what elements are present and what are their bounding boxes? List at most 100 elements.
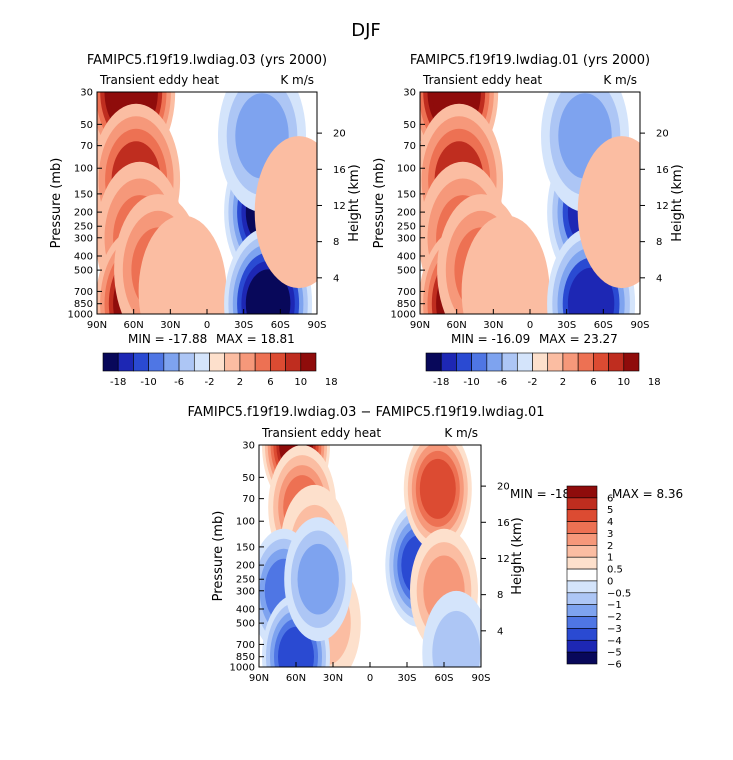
contour-blob [138,215,227,314]
x-axis-ticks: 90N 60N 30N 0 30S 60S 90S [87,309,327,331]
colorbar: -18 -10 -6 -2 2 6 10 18 [425,352,661,388]
x-tick-label: 60S [271,320,290,331]
colorbar-label: -6 [497,377,507,388]
right-tick-label: 16 [656,165,669,176]
x-tick-label: 90N [249,673,269,684]
contour-field [97,92,317,314]
panel-title: FAMIPC5.f19f19.lwdiag.01 (yrs 2000) [410,53,650,68]
y-tick-label: 700 [397,287,416,298]
x-tick-label: 60S [594,320,613,331]
colorbar-label: 2 [237,377,243,388]
x-tick-label: 90N [410,320,430,331]
right-tick-label: 20 [333,129,346,140]
panel-title: FAMIPC5.f19f19.lwdiag.03 (yrs 2000) [87,53,327,68]
colorbar-label: −3 [607,624,622,635]
x-tick-label: 60N [286,673,306,684]
max-label: MAX = 18.81 [216,332,295,346]
colorbar-swatch [566,545,598,558]
colorbar-swatch [471,352,488,372]
colorbar-label: -2 [528,377,538,388]
colorbar-label: 3 [607,529,613,540]
colorbar-swatch [133,352,149,372]
colorbar-swatch [623,352,640,372]
colorbar-swatch [486,352,503,372]
colorbar-label: 10 [294,377,307,388]
units-label: K m/s [603,73,637,87]
colorbar-swatch [593,352,609,372]
colorbar-swatch [456,352,472,372]
y-tick-label: 70 [403,141,416,152]
colorbar-swatch [193,352,210,372]
y-tick-label: 850 [397,299,416,310]
y-tick-label: 50 [242,473,255,484]
x-tick-label: 30N [483,320,503,331]
colorbar-swatch [148,352,165,372]
colorbar-label: 2 [560,377,566,388]
y-tick-label: 1000 [391,310,416,321]
panel-top-right: FAMIPC5.f19f19.lwdiag.01 (yrs 2000) Tran… [372,53,685,388]
right-axis-title: Height (km) [670,164,685,241]
right-tick-label: 8 [333,237,339,248]
y-tick-label: 1000 [230,663,255,674]
y-tick-label: 300 [74,233,93,244]
colorbar-swatch [117,352,134,372]
y-tick-label: 30 [80,88,93,99]
colorbar-swatch [224,352,241,372]
y-tick-label: 300 [397,233,416,244]
x-tick-label: 90S [630,320,649,331]
right-axis-ticks: 20 16 12 8 4 [317,129,346,284]
y-tick-label: 500 [74,266,93,277]
y-tick-label: 400 [74,251,93,262]
colorbar: -18 -10 -6 -2 2 6 10 18 [102,352,338,388]
x-tick-label: 30S [557,320,576,331]
right-tick-label: 12 [656,201,669,212]
contour-blob [278,626,314,667]
x-tick-label: 60N [447,320,467,331]
colorbar-label: -18 [433,377,449,388]
right-tick-label: 8 [497,590,503,601]
colorbar-swatch [178,352,195,372]
colorbar-swatch [425,352,442,372]
y-tick-label: 100 [74,164,93,175]
panel-top-left: FAMIPC5.f19f19.lwdiag.03 (yrs 2000) Tran… [49,53,362,388]
y-tick-label: 150 [397,189,416,200]
right-axis-title: Height (km) [510,517,525,594]
y-tick-label: 500 [236,619,255,630]
right-tick-label: 16 [497,518,510,529]
colorbar-swatch [562,352,579,372]
colorbar-swatch [239,352,256,372]
y-tick-label: 850 [236,652,255,663]
x-tick-label: 0 [204,320,210,331]
panel-title: FAMIPC5.f19f19.lwdiag.03 − FAMIPC5.f19f1… [188,405,545,420]
right-tick-label: 4 [497,626,503,637]
y-tick-label: 30 [403,88,416,99]
x-tick-label: 30S [234,320,253,331]
contour-blob [254,136,317,289]
colorbar-label: −2 [607,612,622,623]
y-tick-label: 200 [236,561,255,572]
colorbar-swatch [300,352,317,372]
y-axis-title: Pressure (mb) [211,511,226,602]
min-label: MIN = -17.88 [128,332,207,346]
y-tick-label: 150 [236,542,255,553]
y-tick-label: 100 [236,517,255,528]
colorbar-label: 4 [607,517,613,528]
colorbar-label: -10 [140,377,156,388]
colorbar-swatch [547,352,564,372]
colorbar-swatch [566,651,598,665]
colorbar-label: -6 [174,377,184,388]
colorbar-label: −0.5 [607,588,631,599]
colorbar-label: 1 [607,553,613,564]
y-tick-label: 850 [74,299,93,310]
contour-blob [461,215,550,314]
contour-field [259,445,481,667]
x-tick-label: 60S [434,673,453,684]
right-tick-label: 12 [333,201,346,212]
colorbar-swatch [566,592,598,605]
colorbar-label: 2 [607,541,613,552]
colorbar-swatch [501,352,518,372]
colorbar-swatch [516,352,533,372]
right-axis-title: Height (km) [347,164,362,241]
